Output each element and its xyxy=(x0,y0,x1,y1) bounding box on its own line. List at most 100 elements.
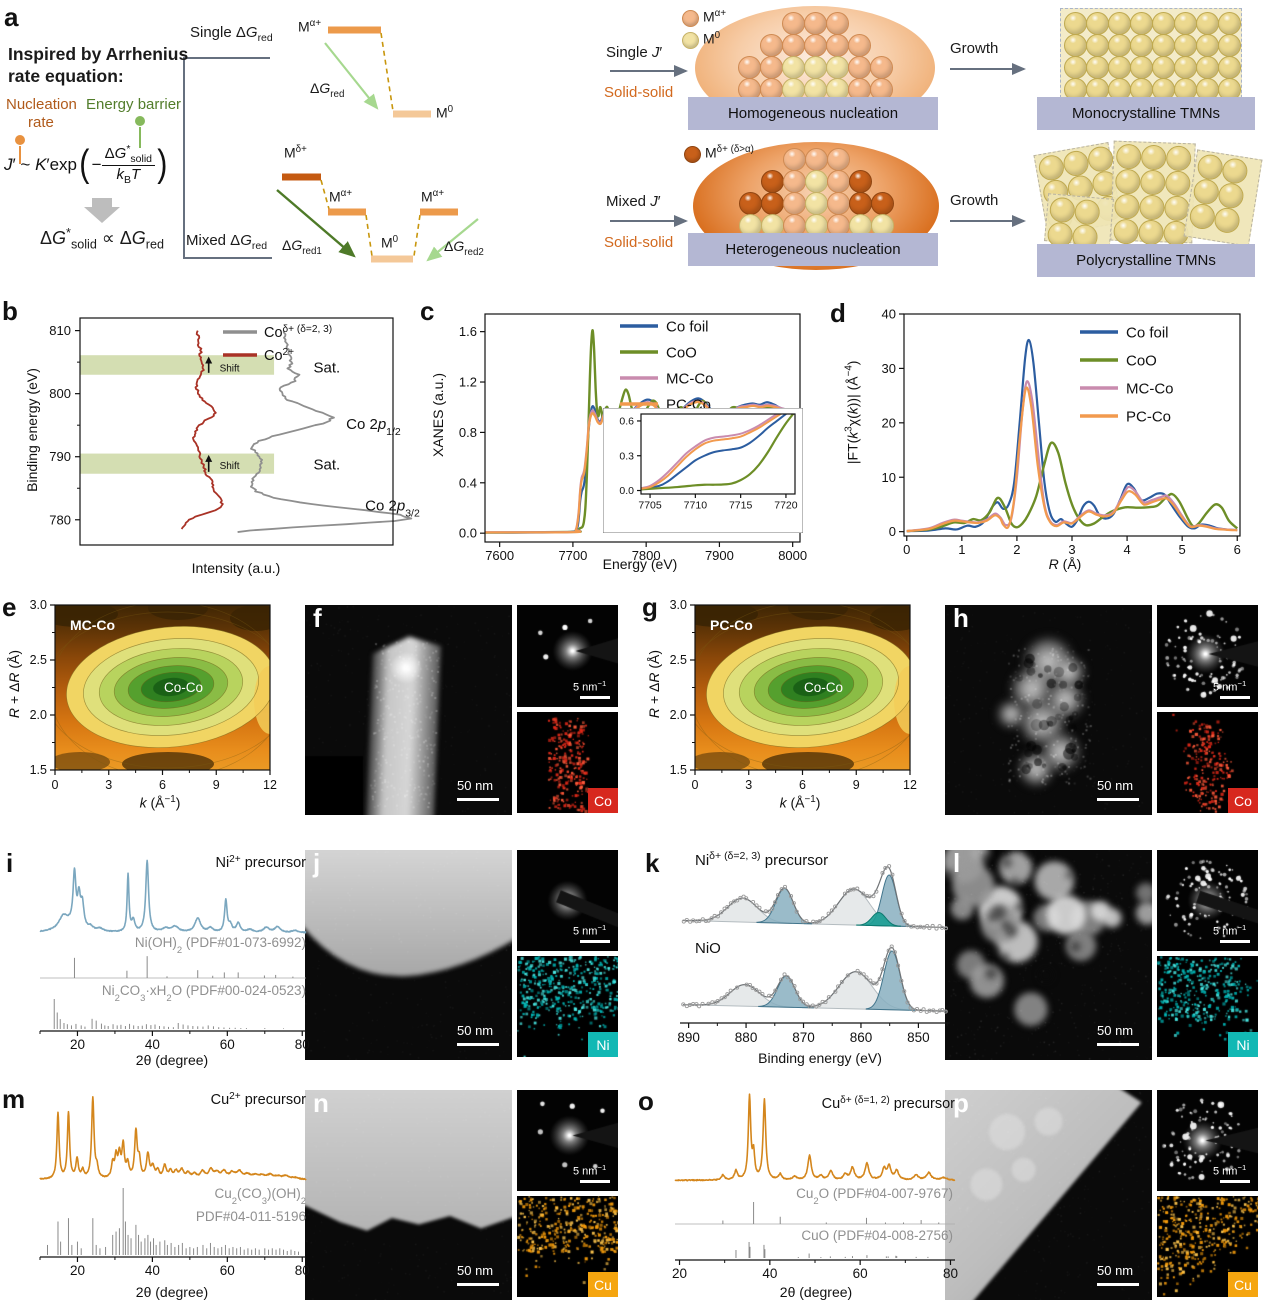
svg-text:3.0: 3.0 xyxy=(30,598,47,612)
equation-denominator: kBT xyxy=(116,166,141,187)
panel-label-p: p xyxy=(953,1088,969,1118)
h-saed-scale-label: 5 nm−1 xyxy=(1213,679,1247,694)
c-y-axis-title: XANES (a.u.) xyxy=(430,372,446,458)
xrd-ni-precursor-chart: Ni2+ precursor Ni(OH)2 (PDF#01-073-6992) N… xyxy=(39,854,310,1052)
l-scalebar-label: 50 nm xyxy=(1097,1023,1134,1038)
eds-map-p: Cu xyxy=(1157,1196,1258,1297)
svg-text:12: 12 xyxy=(903,778,917,792)
svg-text:9: 9 xyxy=(853,778,860,792)
xrd-cud-precursor-chart: Cuδ+ (δ=1, 2) precursor Cu2O (PDF#04-007-… xyxy=(672,1093,958,1281)
g-x-axis-title: k (Å−1) xyxy=(779,794,821,811)
m-x-axis-title: 2θ (degree) xyxy=(135,1284,209,1300)
svg-text:1.2: 1.2 xyxy=(459,375,477,390)
polycrystalline-caption: Polycrystalline TMNs xyxy=(1037,244,1255,277)
panel-label-j: j xyxy=(313,848,321,878)
e-x-axis-title: k (Å−1) xyxy=(139,794,181,811)
legend-m-alpha: Mα+ xyxy=(703,8,727,25)
svg-text:6: 6 xyxy=(159,778,166,792)
svg-text:810: 810 xyxy=(49,323,71,338)
panel-label-h: h xyxy=(953,603,969,633)
legend-swatch-m-delta xyxy=(684,146,701,163)
svg-text:3: 3 xyxy=(745,778,752,792)
svg-text:80: 80 xyxy=(943,1266,958,1281)
panel-label-l: l xyxy=(953,848,961,878)
saed-pattern-l xyxy=(1157,850,1258,951)
svg-text:6: 6 xyxy=(1234,542,1241,557)
energy-barrier-label: Energy barrier xyxy=(86,96,182,113)
svg-text:Shift: Shift xyxy=(220,363,240,374)
panel-n: n 50 nm 5 nm−1 Cu xyxy=(305,1085,625,1303)
nucleation-rate-label: Nucleation xyxy=(6,96,77,113)
svg-text:2.0: 2.0 xyxy=(30,708,47,722)
saed-pattern-n xyxy=(517,1090,618,1191)
n-scalebar-label: 50 nm xyxy=(457,1263,494,1278)
panel-label-o: o xyxy=(638,1086,654,1116)
j-scalebar xyxy=(457,1043,499,1046)
svg-text:0.3: 0.3 xyxy=(619,450,634,462)
svg-text:Cu2(CO3)(OH)2: Cu2(CO3)(OH)2 xyxy=(214,1186,306,1207)
svg-text:7720: 7720 xyxy=(774,500,798,512)
tem-image-f xyxy=(305,605,512,815)
arrhenius-equation: J′ ~ K′exp ( − ΔG*solid kBT ) xyxy=(4,143,170,186)
i-x-axis-title: 2θ (degree) xyxy=(135,1052,209,1068)
svg-text:40: 40 xyxy=(762,1266,777,1281)
svg-text:0.0: 0.0 xyxy=(619,485,634,497)
svg-text:7710: 7710 xyxy=(684,500,708,512)
k-x-axis-title: Binding energy (eV) xyxy=(758,1050,882,1066)
svg-text:5: 5 xyxy=(1179,542,1186,557)
svg-text:790: 790 xyxy=(49,449,71,464)
solid-solid-label-1: Solid-solid xyxy=(604,84,674,101)
saed-pattern-p xyxy=(1157,1090,1258,1191)
single-dgred-label: Single ΔGred xyxy=(190,24,273,44)
svg-text:Cu2+ precursor: Cu2+ precursor xyxy=(211,1091,307,1109)
tem-image-n xyxy=(305,1090,512,1300)
exafs-ft-chart: 0 1 2 3 4 5 6 0 10 20 30 40 Co foil CoO MC-Co PC-Co xyxy=(882,307,1241,557)
equation-minus: − xyxy=(91,154,102,174)
legend-swatch-m-alpha xyxy=(682,10,699,27)
monocrystalline-lattice xyxy=(1060,8,1242,98)
monocrystalline-caption: Monocrystalline TMNs xyxy=(1037,97,1255,130)
panel-label-i: i xyxy=(6,848,14,878)
panel-label-g: g xyxy=(642,592,658,622)
svg-text:Co foil: Co foil xyxy=(666,318,709,335)
svg-text:2: 2 xyxy=(1013,542,1020,557)
f-saed-scale-label: 5 nm−1 xyxy=(573,679,607,694)
panel-label-m: m xyxy=(2,1084,26,1114)
tem-image-l xyxy=(945,850,1152,1060)
xps-co2p-chart: 810 800 790 780 Sat. Co 2p1/2 Sat. Co 2p3/2 Shif… xyxy=(49,317,420,546)
svg-text:Ni2+ precursor: Ni2+ precursor xyxy=(215,854,306,872)
svg-text:Ni2CO3·xH2O (PDF#00-024-0523): Ni2CO3·xH2O (PDF#00-024-0523) xyxy=(102,983,306,1004)
l-scalebar xyxy=(1097,1043,1139,1046)
b-y-axis-title: Binding energy (eV) xyxy=(24,368,40,492)
nucleation-rate-label2: rate xyxy=(28,114,54,131)
svg-text:CuO (PDF#04-008-2756): CuO (PDF#04-008-2756) xyxy=(801,1228,953,1243)
svg-text:20: 20 xyxy=(70,1263,85,1278)
svg-text:20: 20 xyxy=(672,1266,687,1281)
svg-text:Sat.: Sat. xyxy=(313,359,340,376)
g-y-axis-title: R + ΔR (Å) xyxy=(646,649,662,719)
svg-text:1.5: 1.5 xyxy=(670,763,687,777)
growth-label-2: Growth xyxy=(950,192,999,209)
panel-label-a: a xyxy=(4,2,19,32)
tem-image-j xyxy=(305,850,512,1060)
m-alpha-label-left: Mα+ xyxy=(329,188,353,205)
svg-text:7900: 7900 xyxy=(705,548,734,563)
panel-label-f: f xyxy=(313,603,322,633)
svg-text:3.0: 3.0 xyxy=(670,598,687,612)
svg-text:850: 850 xyxy=(907,1030,930,1045)
svg-text:8000: 8000 xyxy=(778,548,807,563)
svg-text:Niδ+ (δ=2, 3) precursor: Niδ+ (δ=2, 3) precursor xyxy=(695,850,828,869)
j-saed-scalebar xyxy=(580,940,610,943)
m-alpha-label-right: Mα+ xyxy=(421,188,445,205)
saed-pattern-h xyxy=(1157,605,1258,707)
e-y-axis-title: R + ΔR (Å) xyxy=(6,649,22,719)
svg-text:12: 12 xyxy=(263,778,277,792)
n-saed-scale-label: 5 nm−1 xyxy=(573,1163,607,1178)
dgred-label: ΔGred xyxy=(310,80,345,100)
svg-text:Coδ+ (δ=2, 3): Coδ+ (δ=2, 3) xyxy=(264,324,332,342)
svg-text:30: 30 xyxy=(882,361,896,376)
saed-pattern-f xyxy=(517,605,618,707)
tem-image-h xyxy=(945,605,1152,815)
l-saed-scale-label: 5 nm−1 xyxy=(1213,923,1247,938)
